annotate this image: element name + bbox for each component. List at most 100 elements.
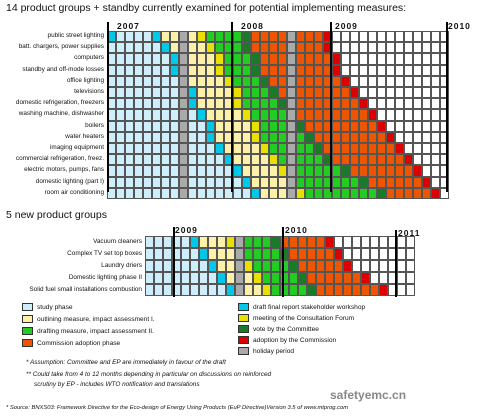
grid-cell: [431, 64, 440, 76]
grid-cell: [314, 42, 323, 54]
legend-label: holiday period: [253, 348, 295, 355]
grid-cell: [278, 109, 287, 121]
grid-cell: [260, 187, 269, 199]
group-label: Vacuum cleaners: [93, 238, 142, 245]
grid-cell: [251, 31, 260, 43]
grid-cell: [215, 98, 224, 110]
year-divider: [330, 22, 332, 192]
group-label: domestic lighting (part I): [35, 177, 104, 185]
grid-cell: [170, 176, 179, 188]
grid-cell: [314, 131, 323, 143]
grid-cell: [422, 42, 431, 54]
grid-cell: [226, 272, 235, 284]
grid-cell: [350, 120, 359, 132]
grid-cell: [179, 143, 188, 155]
grid-cell: [350, 53, 359, 65]
grid-cell: [404, 42, 413, 54]
grid-cell: [271, 272, 280, 284]
grid-cell: [251, 176, 260, 188]
grid-cell: [305, 31, 314, 43]
grid-cell: [179, 154, 188, 166]
header-new-groups: 5 new product groups: [6, 209, 107, 221]
grid-cell: [377, 42, 386, 54]
year-divider: [282, 227, 284, 297]
grid-cell: [359, 87, 368, 99]
grid-cell: [181, 284, 190, 296]
grid-cell: [296, 154, 305, 166]
grid-cell: [314, 31, 323, 43]
grid-cell: [206, 42, 215, 54]
grid-cell: [278, 165, 287, 177]
grid-cell: [244, 284, 253, 296]
year-divider: [107, 22, 109, 192]
grid-cell: [125, 75, 134, 87]
grid-cell: [350, 187, 359, 199]
grid-cell: [440, 154, 449, 166]
grid-cell: [226, 248, 235, 260]
grid-cell: [116, 53, 125, 65]
group-label: public street lighting: [47, 32, 104, 39]
grid-cell: [170, 64, 179, 76]
grid-cell: [269, 75, 278, 87]
grid-cell: [217, 248, 226, 260]
grid-cell: [206, 109, 215, 121]
grid-cell: [397, 248, 406, 260]
grid-cell: [422, 64, 431, 76]
grid-cell: [197, 64, 206, 76]
year-label: 2011: [398, 228, 421, 238]
grid-cell: [307, 272, 316, 284]
grid-cell: [287, 64, 296, 76]
grid-cell: [251, 64, 260, 76]
grid-cell: [199, 236, 208, 248]
grid-cell: [188, 53, 197, 65]
grid-cell: [116, 176, 125, 188]
grid-cell: [296, 143, 305, 155]
grid-cell: [422, 131, 431, 143]
grid-cell: [440, 176, 449, 188]
grid-cell: [334, 248, 343, 260]
grid-cell: [143, 98, 152, 110]
grid-cell: [170, 75, 179, 87]
grid-cell: [379, 236, 388, 248]
grid-cell: [422, 75, 431, 87]
grid-cell: [161, 109, 170, 121]
grid-cell: [233, 120, 242, 132]
grid-cell: [332, 64, 341, 76]
year-label: 2009: [175, 225, 198, 235]
grid-cell: [190, 248, 199, 260]
grid-cell: [395, 143, 404, 155]
grid-cell: [296, 64, 305, 76]
grid-cell: [163, 284, 172, 296]
grid-cell: [271, 248, 280, 260]
grid-cell: [440, 187, 449, 199]
grid-cell: [226, 236, 235, 248]
grid-cell: [251, 143, 260, 155]
grid-cell: [431, 109, 440, 121]
grid-cell: [395, 109, 404, 121]
grid-cell: [305, 75, 314, 87]
grid-cell: [287, 31, 296, 43]
grid-cell: [242, 143, 251, 155]
grid-cell: [235, 248, 244, 260]
grid-cell: [377, 165, 386, 177]
grid-cell: [280, 272, 289, 284]
grid-cell: [341, 53, 350, 65]
grid-cell: [188, 154, 197, 166]
grid-cell: [134, 75, 143, 87]
grid-cell: [233, 187, 242, 199]
grid-cell: [431, 187, 440, 199]
grid-cell: [280, 248, 289, 260]
grid-cell: [431, 87, 440, 99]
grid-cell: [260, 120, 269, 132]
grid-cell: [163, 272, 172, 284]
grid-cell: [215, 42, 224, 54]
grid-cell: [233, 31, 242, 43]
grid-cell: [188, 131, 197, 143]
grid-cell: [352, 284, 361, 296]
grid-cell: [305, 87, 314, 99]
grid-cell: [395, 131, 404, 143]
grid-cell: [143, 53, 152, 65]
group-label: standby and off-mode losses: [22, 65, 104, 73]
grid-cell: [305, 120, 314, 132]
grid-cell: [152, 131, 161, 143]
